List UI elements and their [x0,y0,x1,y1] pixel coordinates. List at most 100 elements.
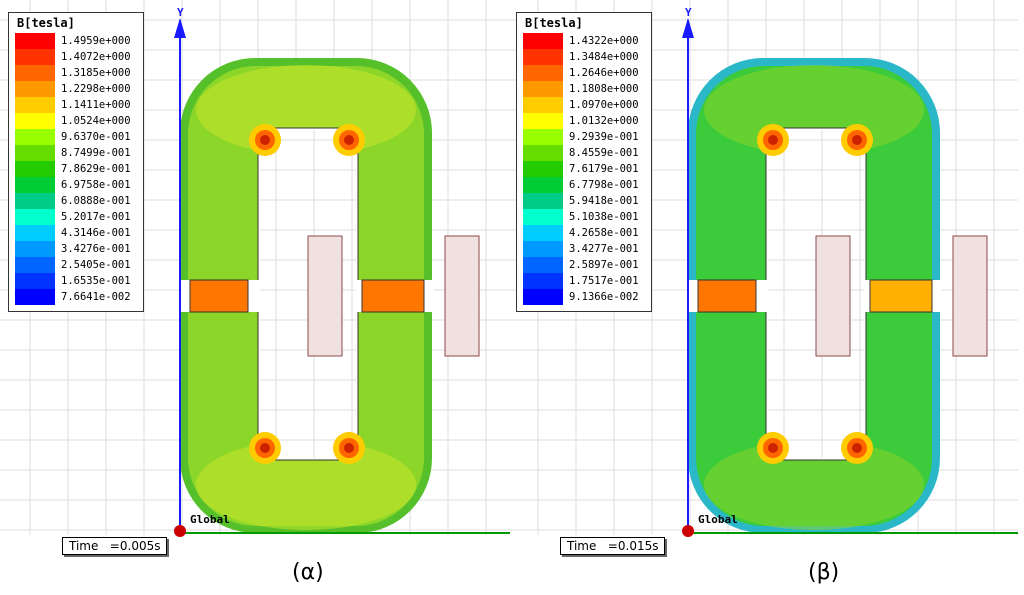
flux-density-legend: B[tesla] 1.4322e+000 1.3484e+000 1.2646e+0… [516,12,652,312]
field-region [196,440,416,530]
legend-swatch [15,241,55,257]
time-label: Time =0.005s [62,537,168,555]
hotspot [768,135,778,145]
legend-swatch [523,289,563,305]
legend-value: 2.5897e-001 [569,259,639,271]
legend-value: 1.6535e-001 [61,275,131,287]
legend-value: 5.9418e-001 [569,195,639,207]
legend-value: 7.8629e-001 [61,163,131,175]
legend-swatch [523,241,563,257]
y-axis-label: Y [685,6,692,19]
figure-caption: (β) [808,560,840,585]
coil-inner [307,235,343,357]
legend-value: 2.5405e-001 [61,259,131,271]
legend-value: 1.0524e+000 [61,115,131,127]
legend-value: 1.4959e+000 [61,35,131,47]
legend-swatch [15,81,55,97]
legend-swatch [15,161,55,177]
legend-value: 1.2298e+000 [61,83,131,95]
legend-swatch [523,113,563,129]
plot-viewport[interactable]: Y [0,0,510,595]
legend-swatch [15,209,55,225]
y-axis-arrow [682,18,694,38]
legend-swatch [15,177,55,193]
origin-marker [174,525,186,537]
legend-value: 6.0888e-001 [61,195,131,207]
legend-swatch [523,129,563,145]
legend-value: 4.2658e-001 [569,227,639,239]
flux-density-legend: B[tesla] 1.4959e+000 1.4072e+000 1.3185e+0… [8,12,144,312]
legend-value: 3.4277e-001 [569,243,639,255]
legend-value: 5.1038e-001 [569,211,639,223]
legend-value: 8.7499e-001 [61,147,131,159]
y-axis-arrow [174,18,186,38]
legend-value: 8.4559e-001 [569,147,639,159]
legend-value: 9.2939e-001 [569,131,639,143]
legend-swatch [15,289,55,305]
legend-value: 1.1808e+000 [569,83,639,95]
legend-swatch [523,81,563,97]
legend-swatch [523,273,563,289]
coil-inner [815,235,851,357]
legend-value: 1.3185e+000 [61,67,131,79]
legend-swatch [15,97,55,113]
hotspot [852,135,862,145]
time-label: Time =0.015s [560,537,666,555]
magnet-right [869,279,933,313]
coil-outer [952,235,988,357]
field-plot-alpha: Y B[tesla] 1.4959e+000 1.4072e+000 1.3185e… [0,0,510,595]
core-geometry: Y [174,6,510,537]
legend-value: 1.3484e+000 [569,51,639,63]
legend-swatch [523,33,563,49]
legend-swatch [523,193,563,209]
legend-swatch [15,49,55,65]
legend-swatch [15,129,55,145]
magnet-left [189,279,249,313]
legend-swatch [523,145,563,161]
hotspot [852,443,862,453]
legend-value: 1.1411e+000 [61,99,131,111]
hotspot [260,443,270,453]
hotspot [344,443,354,453]
legend-value: 9.6370e-001 [61,131,131,143]
legend-swatch [15,145,55,161]
legend-swatch [523,177,563,193]
legend-swatch [15,193,55,209]
legend-swatch [523,209,563,225]
legend-swatch [15,257,55,273]
magnet-right [361,279,425,313]
origin-marker [682,525,694,537]
legend-value: 6.9758e-001 [61,179,131,191]
legend-swatch [523,257,563,273]
figure-caption: (α) [292,560,324,585]
legend-swatch [15,273,55,289]
legend-title: B[tesla] [525,16,583,30]
legend-title: B[tesla] [17,16,75,30]
legend-value: 7.6641e-002 [61,291,131,303]
global-origin-label: Global [190,513,230,526]
legend-value: 3.4276e-001 [61,243,131,255]
legend-swatch [523,49,563,65]
legend-value: 5.2017e-001 [61,211,131,223]
legend-value: 4.3146e-001 [61,227,131,239]
legend-swatch [523,65,563,81]
legend-value: 1.2646e+000 [569,67,639,79]
legend-value: 6.7798e-001 [569,179,639,191]
field-region [704,440,924,530]
magnet-left [697,279,757,313]
coil-outer [444,235,480,357]
legend-swatch [15,65,55,81]
legend-swatch [523,161,563,177]
legend-value: 1.0970e+000 [569,99,639,111]
hotspot [768,443,778,453]
legend-swatch [15,113,55,129]
legend-value: 1.4072e+000 [61,51,131,63]
core-geometry: Y [682,6,1018,537]
legend-value: 1.0132e+000 [569,115,639,127]
legend-value: 7.6179e-001 [569,163,639,175]
field-plot-beta: Y B[tesla] 1.4322e+000 1.3484e+000 1.2646e… [508,0,1018,595]
hotspot [260,135,270,145]
y-axis-label: Y [177,6,184,19]
legend-swatch [523,97,563,113]
legend-swatch [523,225,563,241]
